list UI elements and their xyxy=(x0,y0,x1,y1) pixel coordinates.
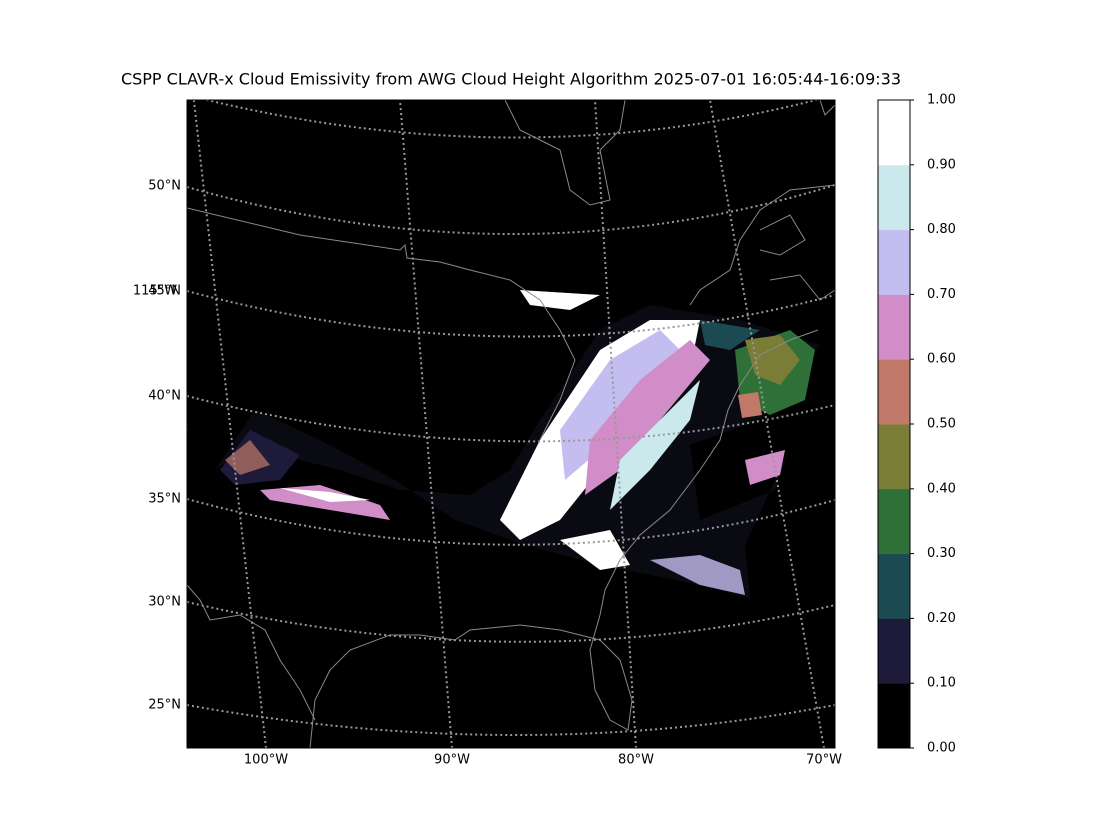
colorbar-segment xyxy=(878,359,910,425)
colorbar-tick-label: 0.30 xyxy=(927,546,956,561)
colorbar-segment xyxy=(878,424,910,490)
colorbar-tick-label: 0.10 xyxy=(927,676,956,691)
title: CSPP CLAVR-x Cloud Emissivity from AWG C… xyxy=(121,70,901,89)
colorbar-tick-label: 0.00 xyxy=(927,741,956,756)
colorbar: 0.00 0.10 0.20 0.30 0.40 0.50 0.60 0.70 0.80 0.90… xyxy=(877,93,956,756)
map-frame xyxy=(186,99,836,749)
colorbar-segment xyxy=(878,229,910,295)
lat-label: 30°N xyxy=(148,595,181,610)
colorbar-tick-label: 0.90 xyxy=(927,157,956,172)
colorbar-segment xyxy=(878,164,910,231)
lon-label: 70°W xyxy=(806,753,842,768)
lon-label: 100°W xyxy=(244,753,288,768)
lat-label: 25°N xyxy=(148,698,181,713)
colorbar-segment xyxy=(878,488,910,555)
colorbar-tick-label: 0.50 xyxy=(927,417,956,432)
colorbar-tick-label: 0.20 xyxy=(927,611,956,626)
coastlines xyxy=(187,100,835,748)
colorbar-segment xyxy=(878,553,910,619)
lon-label: 80°W xyxy=(618,753,654,768)
colorbar-tick-label: 0.40 xyxy=(927,481,956,496)
lat-label: 35°N xyxy=(148,492,181,507)
graticule xyxy=(187,100,835,748)
colorbar-tick-label: 0.70 xyxy=(927,287,956,302)
colorbar-segment xyxy=(878,294,910,360)
colorbar-segment xyxy=(878,100,910,166)
map xyxy=(187,100,835,748)
lon-label: 90°W xyxy=(434,753,470,768)
lon-label: 115°W xyxy=(133,284,177,299)
colorbar-tick-label: 0.80 xyxy=(927,222,956,237)
colorbar-segment xyxy=(878,683,910,749)
colorbar-tick-label: 1.00 xyxy=(927,93,956,108)
colorbar-segment xyxy=(878,618,910,684)
lat-label: 50°N xyxy=(148,179,181,194)
colorbar-tick-label: 0.60 xyxy=(927,352,956,367)
lat-label: 45°N xyxy=(148,284,181,299)
lat-label: 40°N xyxy=(148,389,181,404)
